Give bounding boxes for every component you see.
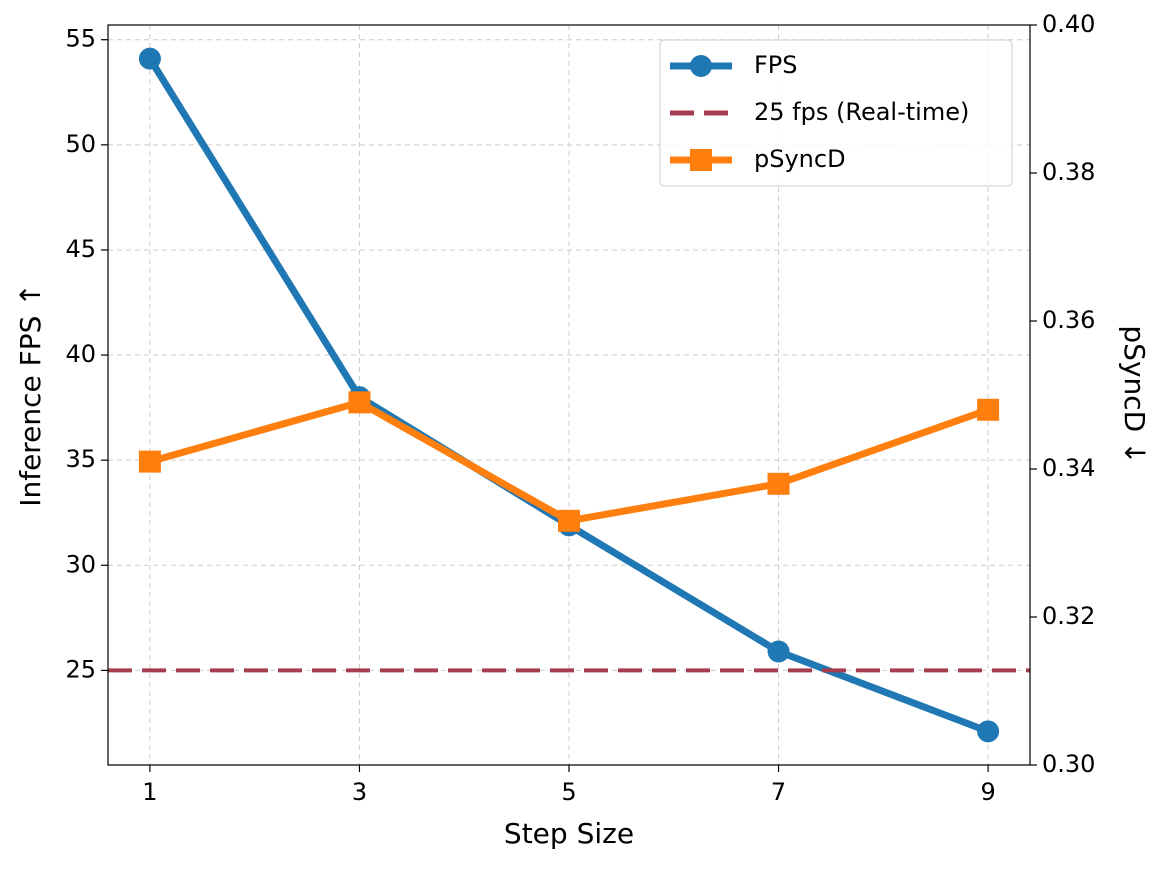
marker: [558, 509, 580, 532]
x-axis-label: Step Size: [504, 817, 634, 850]
legend-frame: [659, 39, 1013, 187]
marker: [348, 391, 371, 414]
x-tick-label: 5: [561, 778, 576, 806]
legend-label: FPS: [754, 51, 798, 79]
marker: [767, 472, 790, 495]
y2-tick-label: 0.34: [1042, 454, 1095, 482]
y-tick-label: 30: [65, 550, 96, 578]
legend-marker: [690, 149, 712, 171]
x-tick-label: 9: [980, 778, 995, 806]
y2-tick-label: 0.32: [1042, 602, 1095, 630]
y2-tick-label: 0.36: [1042, 306, 1095, 334]
legend-label: pSyncD: [754, 145, 846, 173]
y-tick-label: 40: [65, 340, 96, 368]
x-tick-label: 1: [142, 778, 157, 806]
y-tick-label: 35: [65, 445, 96, 473]
legend-marker: [690, 55, 712, 77]
y-axis-label: Inference FPS ↑: [14, 283, 47, 507]
legend: FPS 25 fps (Real-time) pSyncD: [659, 39, 1013, 187]
marker: [977, 720, 1000, 743]
y2-tick-label: 0.30: [1042, 750, 1095, 778]
marker: [977, 398, 1000, 421]
y-tick-label: 25: [65, 655, 96, 683]
marker: [138, 450, 161, 473]
y2-tick-label: 0.40: [1042, 10, 1095, 38]
marker: [767, 640, 790, 663]
y2-tick-label: 0.38: [1042, 158, 1095, 186]
y-tick-label: 50: [65, 130, 96, 158]
x-tick-label: 3: [352, 778, 367, 806]
x-tick-label: 7: [771, 778, 786, 806]
marker: [138, 47, 161, 70]
y-tick-label: 45: [65, 235, 96, 263]
legend-label: 25 fps (Real-time): [754, 98, 969, 126]
y2-axis-label: pSyncD ↓: [1118, 325, 1151, 464]
plot-frame: [107, 24, 1031, 766]
y-tick-label: 55: [65, 25, 96, 53]
